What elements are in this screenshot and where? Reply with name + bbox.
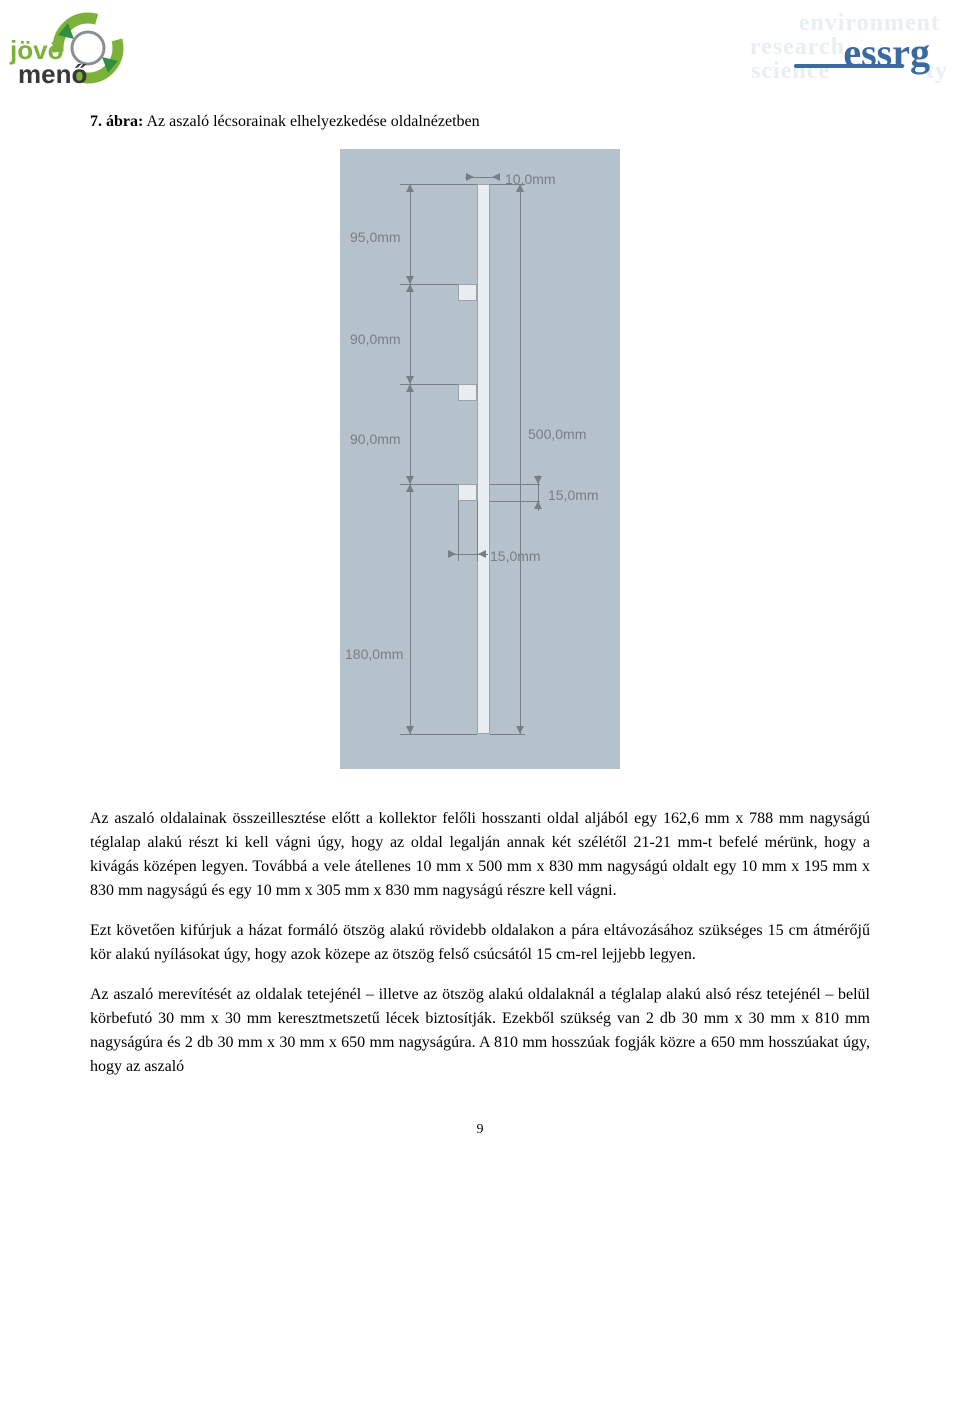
label-block-h: 15,0mm <box>548 485 599 506</box>
arrow-seg2-dn <box>406 376 414 384</box>
tick-blkh-bot <box>490 501 540 502</box>
caption-text: Az aszaló lécsorainak elhelyezkedése old… <box>146 113 479 130</box>
arrow-seg3-dn <box>406 476 414 484</box>
arrow-seg4-dn <box>406 726 414 734</box>
label-right-height: 500,0mm <box>528 424 586 445</box>
ext-blkw-l <box>458 501 459 561</box>
caption-label: ábra: <box>106 113 143 130</box>
dimline-seg3 <box>410 384 411 484</box>
arrow-r-up <box>516 184 524 192</box>
arrow-seg1-dn <box>406 276 414 284</box>
cross-slat-3 <box>458 484 477 501</box>
dimline-seg1 <box>410 184 411 284</box>
arrow-seg3-up <box>406 384 414 392</box>
arrow-r-dn <box>516 726 524 734</box>
arrow-top-l <box>466 173 474 181</box>
arrow-blkw-r <box>478 550 486 558</box>
logo-essrg-underline <box>794 64 904 68</box>
dimline-seg4 <box>410 484 411 734</box>
dimline-seg2 <box>410 284 411 384</box>
watermark-science: science <box>751 53 830 89</box>
logo-essrg-text: essrg <box>843 23 930 83</box>
arrow-seg4-up <box>406 484 414 492</box>
logo-left-bottom-text: menő <box>18 55 87 94</box>
cross-slat-2 <box>458 384 477 401</box>
label-seg2: 90,0mm <box>350 329 401 350</box>
arrow-blkw-l <box>448 550 456 558</box>
tick-4 <box>400 734 477 735</box>
page-header: jövő menő environment research science t… <box>90 10 870 100</box>
side-view-diagram: 10,0mm 95,0mm 90,0mm 90,0mm <box>340 149 620 769</box>
arrow-top-r <box>492 173 500 181</box>
label-seg1: 95,0mm <box>350 227 401 248</box>
arrow-seg2-up <box>406 284 414 292</box>
page-number: 9 <box>90 1119 870 1140</box>
label-top-width: 10,0mm <box>505 169 556 190</box>
tick-blkh-top <box>490 484 540 485</box>
arrow-seg1-up <box>406 184 414 192</box>
figure-diagram-container: 10,0mm 95,0mm 90,0mm 90,0mm <box>90 149 870 777</box>
paragraph-1: Az aszaló oldalainak összeillesztése elő… <box>90 807 870 903</box>
label-seg3: 90,0mm <box>350 429 401 450</box>
logo-jovo-meno: jövő menő <box>10 5 140 95</box>
paragraph-2: Ezt követően kifúrjuk a házat formáló öt… <box>90 919 870 967</box>
caption-number: 7. <box>90 113 102 130</box>
figure-caption: 7. ábra: Az aszaló lécsorainak elhelyezk… <box>90 110 870 134</box>
paragraph-3: Az aszaló merevítését az oldalak tetején… <box>90 983 870 1079</box>
label-block-w: 15,0mm <box>490 546 541 567</box>
main-slat <box>477 184 490 734</box>
tick-r-bot <box>490 734 525 735</box>
cross-slat-1 <box>458 284 477 301</box>
logo-essrg: environment research science ty essrg <box>680 5 940 85</box>
arrow-blkh-dn <box>534 501 542 509</box>
label-seg4: 180,0mm <box>345 644 403 665</box>
arrow-blkh-up <box>534 476 542 484</box>
dimline-right <box>520 184 521 734</box>
